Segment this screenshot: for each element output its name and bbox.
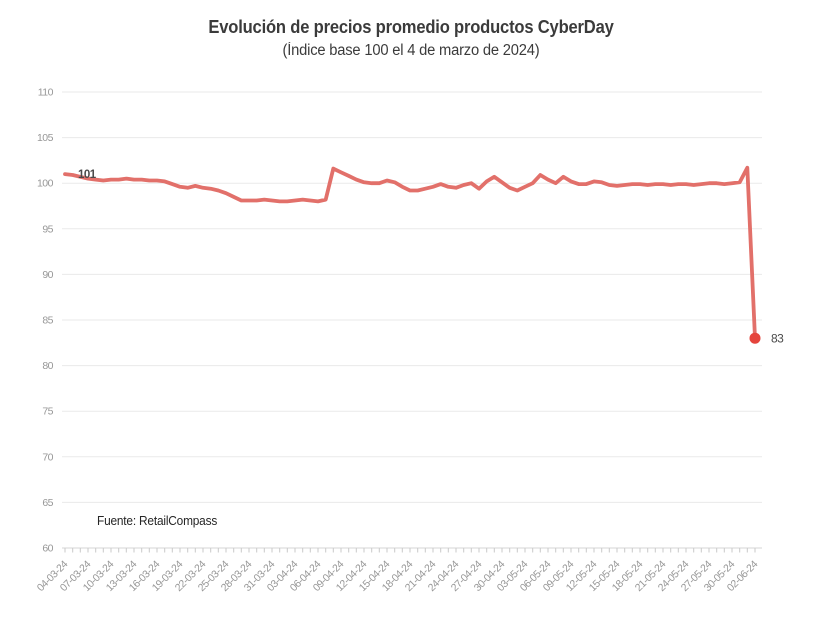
y-tick-label: 95 <box>42 223 53 235</box>
y-tick-label: 105 <box>37 132 54 144</box>
start-value-label: 101 <box>78 169 97 181</box>
source-note: Fuente: RetailCompass <box>97 514 218 528</box>
chart-subtitle: (Índice base 100 el 4 de marzo de 2024) <box>282 42 540 59</box>
y-tick-label: 110 <box>38 87 54 99</box>
x-axis: 04-03-2407-03-2410-03-2413-03-2416-03-24… <box>35 548 761 594</box>
y-tick-label: 80 <box>42 360 53 372</box>
chart-title: Evolución de precios promedio productos … <box>208 17 614 37</box>
price-line <box>63 165 757 341</box>
end-point-dot <box>749 332 761 344</box>
y-tick-label: 70 <box>42 451 53 463</box>
chart-header: Evolución de precios promedio productos … <box>0 15 822 61</box>
y-tick-label: 90 <box>42 269 53 281</box>
y-tick-label: 60 <box>42 543 53 555</box>
end-value-label: 83 <box>771 332 784 346</box>
y-tick-label: 85 <box>42 315 53 327</box>
y-tick-label: 75 <box>42 406 53 418</box>
y-tick-label: 100 <box>37 178 54 190</box>
y-tick-label: 65 <box>42 497 53 509</box>
y-axis: 60 65 70 75 80 85 90 95 100 105 110 <box>37 87 762 555</box>
